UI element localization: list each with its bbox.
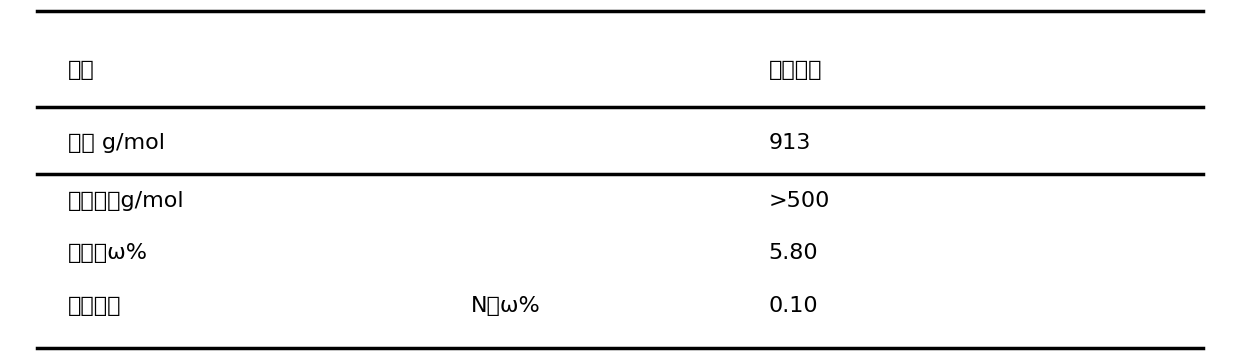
- Text: 913: 913: [769, 133, 811, 152]
- Text: N，ω%: N，ω%: [471, 296, 541, 316]
- Text: 元素分析: 元素分析: [68, 296, 122, 316]
- Text: 5.80: 5.80: [769, 244, 818, 263]
- Text: 残炭，ω%: 残炭，ω%: [68, 244, 149, 263]
- Text: 分子量，g/mol: 分子量，g/mol: [68, 191, 185, 210]
- Text: 项目: 项目: [68, 61, 95, 80]
- Text: 催化原料: 催化原料: [769, 61, 822, 80]
- Text: >500: >500: [769, 191, 830, 210]
- Text: 0.10: 0.10: [769, 296, 818, 316]
- Text: 密度 g/mol: 密度 g/mol: [68, 133, 165, 152]
